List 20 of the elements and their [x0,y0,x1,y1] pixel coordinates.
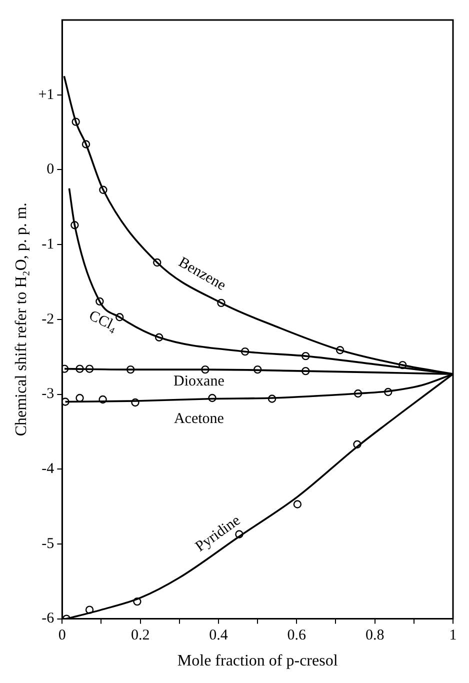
x-tick-label: 0.8 [365,628,384,644]
y-tick-label: -4 [42,461,55,478]
y-tick-label: -1 [42,236,54,252]
point [293,500,302,508]
y-tick-label: -6 [42,610,55,627]
y-tick-label: -5 [42,536,54,552]
series-label: Dioxane [174,373,225,390]
x-tick-label: 0.6 [287,628,307,644]
y-tick-label: -2 [42,311,54,328]
x-tick-label: 0.4 [209,628,228,644]
series-label: Acetone [174,411,224,428]
x-axis-title: Mole fraction of p-cresol [177,652,338,670]
text: CCl₄ [86,308,120,335]
y-axis-title: Chemical shift refer to H₂O, p. p. m. [12,202,30,436]
y-tick-label: -3 [42,386,54,402]
y-tick-label: 0 [46,162,54,178]
x-tick-label: 0 [58,628,66,644]
x-tick-label: 1 [449,628,457,644]
x-tick-label: 0.2 [130,628,150,644]
y-tick-label: +1 [38,86,54,103]
